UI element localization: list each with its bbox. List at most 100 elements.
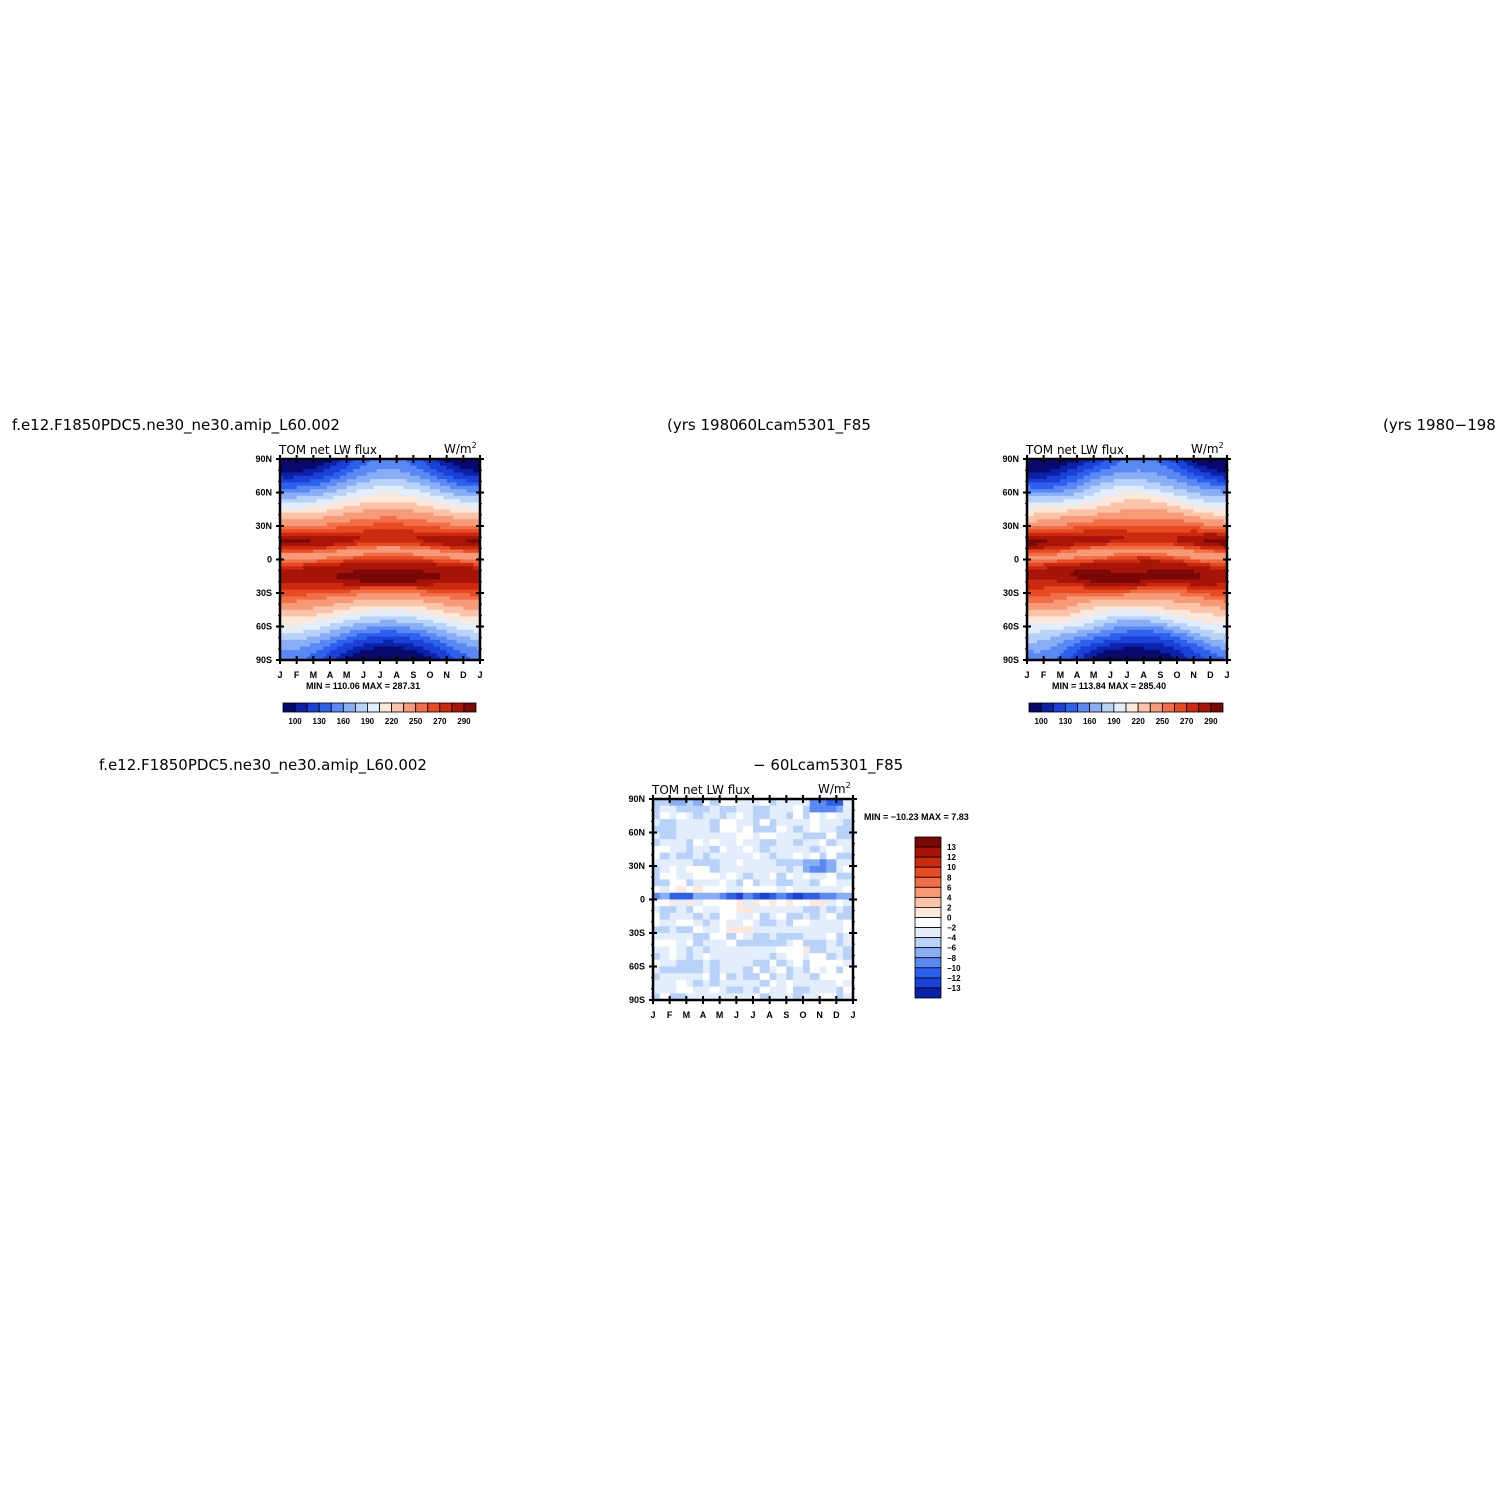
field-cell <box>1203 522 1208 527</box>
field-cell <box>353 629 358 634</box>
field-cell <box>296 465 301 470</box>
colorbar-1 <box>282 702 477 713</box>
field-cell <box>1093 515 1098 520</box>
field-cell <box>300 629 304 634</box>
field-cell <box>373 552 378 557</box>
field-cell <box>423 485 428 490</box>
field-cell <box>333 526 338 530</box>
field-cell <box>1150 495 1155 500</box>
field-cell <box>1110 522 1115 527</box>
field-cell <box>446 536 451 540</box>
field-cell <box>1187 485 1191 490</box>
field-cell <box>1173 465 1178 470</box>
field-cell <box>1163 505 1168 510</box>
field-cell <box>473 593 478 597</box>
field-cell <box>1157 472 1161 477</box>
field-cell <box>326 572 331 577</box>
field-cell <box>436 646 441 651</box>
field-cell <box>1027 515 1031 520</box>
field-cell <box>466 589 471 594</box>
field-cell <box>1200 502 1205 507</box>
field-cell <box>306 532 311 537</box>
field-cell <box>380 582 384 587</box>
field-cell <box>470 649 474 654</box>
field-cell <box>1203 465 1208 470</box>
field-cell <box>426 593 431 597</box>
field-cell <box>1027 492 1031 497</box>
field-cell <box>406 633 411 638</box>
field-cell <box>303 492 308 497</box>
field-cell <box>303 522 308 527</box>
field-cell <box>456 636 461 641</box>
field-cell <box>396 653 401 658</box>
field-cell <box>473 606 478 611</box>
field-cell <box>1157 485 1161 490</box>
field-cell <box>1130 462 1135 467</box>
field-cell <box>386 623 391 628</box>
field-cell <box>343 559 348 564</box>
field-cell <box>453 572 458 577</box>
field-cell <box>470 629 474 634</box>
field-cell <box>383 619 388 624</box>
field-cell <box>1143 499 1148 504</box>
field-cell <box>426 495 431 500</box>
field-cell <box>460 529 464 534</box>
field-cell <box>376 603 381 607</box>
field-cell <box>393 633 398 638</box>
field-cell <box>360 542 364 547</box>
field-cell <box>393 643 398 648</box>
field-cell <box>413 613 418 618</box>
field-cell <box>1107 515 1111 520</box>
field-cell <box>366 596 371 601</box>
field-cell <box>390 552 394 557</box>
field-cell <box>333 459 338 463</box>
field-cell <box>320 572 324 577</box>
field-cell <box>356 489 361 494</box>
field-cell <box>1123 469 1128 473</box>
field-cell <box>1200 462 1205 467</box>
field-cell <box>413 629 418 634</box>
field-cell <box>336 499 341 504</box>
field-cell <box>413 643 418 648</box>
field-cell <box>1190 489 1195 494</box>
field-cell <box>1183 462 1188 467</box>
field-cell <box>330 569 334 574</box>
field-cell <box>300 572 304 577</box>
field-cell <box>336 519 341 524</box>
field-cell <box>316 536 321 540</box>
field-cell <box>1160 495 1165 500</box>
field-cell <box>1097 465 1101 470</box>
field-cell <box>416 599 421 604</box>
field-cell <box>1207 485 1211 490</box>
field-cell <box>1107 519 1111 524</box>
field-cell <box>300 623 304 628</box>
field-cell <box>440 502 444 507</box>
field-cell <box>310 462 314 467</box>
field-cell <box>1210 482 1215 487</box>
field-cell <box>1133 492 1138 497</box>
field-cell <box>1147 475 1151 480</box>
field-cell <box>350 576 354 581</box>
field-cell <box>456 465 461 470</box>
field-cell <box>416 609 421 614</box>
field-cell <box>436 562 441 567</box>
field-cell <box>1097 472 1101 477</box>
field-cell <box>1153 459 1158 463</box>
field-cell <box>410 479 414 484</box>
field-cell <box>346 623 351 628</box>
field-cell <box>473 539 478 544</box>
field-cell <box>1120 469 1125 473</box>
field-cell <box>336 549 341 554</box>
field-cell <box>280 536 284 540</box>
field-cell <box>346 499 351 504</box>
field-cell <box>470 529 474 534</box>
field-cell <box>443 529 448 534</box>
field-cell <box>420 529 424 534</box>
field-cell <box>293 619 298 624</box>
field-cell <box>350 569 354 574</box>
field-cell <box>310 502 314 507</box>
field-cell <box>346 492 351 497</box>
field-cell <box>326 646 331 651</box>
field-cell <box>466 576 471 581</box>
field-cell <box>343 469 348 473</box>
